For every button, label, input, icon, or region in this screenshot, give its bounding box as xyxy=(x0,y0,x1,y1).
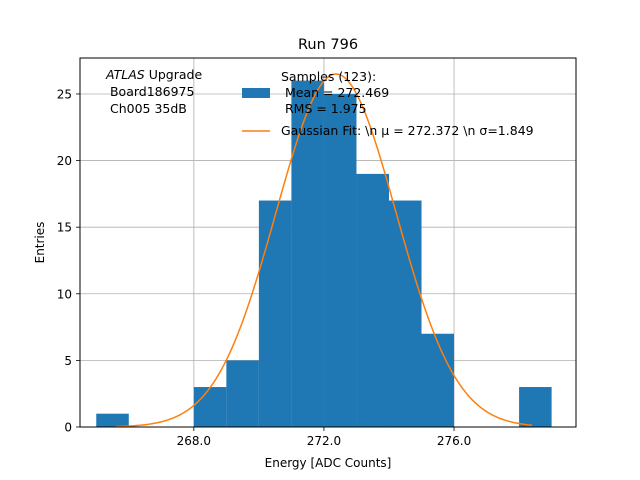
plot-frame xyxy=(79,57,577,428)
histogram-bar xyxy=(388,200,422,427)
annotation-channel: Ch005 35dB xyxy=(106,101,187,116)
x-tick-label: 276.0 xyxy=(437,434,471,448)
y-tick-label: 10 xyxy=(57,287,72,301)
y-tick-label: 0 xyxy=(64,421,72,435)
legend: Samples (123): Mean = 272.469 RMS = 1.97… xyxy=(242,69,534,138)
y-tick-label: 5 xyxy=(64,354,72,368)
histogram-bar xyxy=(356,173,389,427)
annotation-board: Board186975 xyxy=(106,84,194,99)
y-tick-label: 15 xyxy=(57,221,72,235)
gaussian-fit-curve xyxy=(115,73,533,428)
histogram-bar xyxy=(258,200,292,427)
legend-histogram-swatch xyxy=(242,88,270,98)
histogram-bar xyxy=(96,413,129,427)
x-axis-label: Energy [ADC Counts] xyxy=(265,456,392,470)
legend-histogram-line-1: Samples (123): xyxy=(281,69,376,84)
histogram-bar xyxy=(226,360,259,427)
annotation-atlas: ATLAS xyxy=(105,67,145,82)
histogram-bar xyxy=(323,93,357,428)
legend-histogram-line-3: RMS = 1.975 xyxy=(281,101,367,116)
chart-title: Run 796 xyxy=(298,37,358,53)
histogram-bar xyxy=(193,387,227,427)
x-tick-label: 272.0 xyxy=(307,434,341,448)
legend-fit-label: Gaussian Fit: \n μ = 272.372 \n σ=1.849 xyxy=(281,123,534,138)
x-axis-ticks: 268.0 272.0 276.0 xyxy=(177,427,471,448)
y-axis-ticks: 0 5 10 15 20 25 xyxy=(57,87,80,435)
histogram-bar xyxy=(421,333,455,427)
histogram-bar xyxy=(291,80,324,427)
y-tick-label: 20 xyxy=(57,154,72,168)
annotation-upgrade: Upgrade xyxy=(145,67,203,82)
y-axis-label: Entries xyxy=(33,222,47,264)
y-tick-label: 25 xyxy=(57,87,72,101)
legend-histogram-line-2: Mean = 272.469 xyxy=(281,85,389,100)
annotation-box: ATLAS Upgrade Board186975 Ch005 35dB xyxy=(105,67,202,116)
histogram-bars xyxy=(96,80,552,428)
x-tick-label: 268.0 xyxy=(177,434,211,448)
annotation-title: ATLAS Upgrade xyxy=(105,67,202,82)
histogram-bar xyxy=(519,387,552,427)
